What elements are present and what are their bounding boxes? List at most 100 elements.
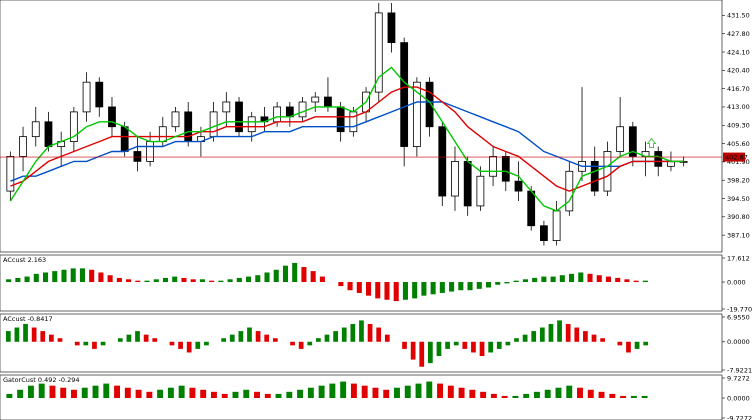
indicator-1-y-axis: 17.612 0.000 -19.770 xyxy=(722,254,752,313)
indicator-panel-ac-1: ACcust 2.163 17.612 0.000 -19.770 xyxy=(0,254,752,313)
price-tick-label: 394.50 xyxy=(727,195,750,203)
candle-body-up xyxy=(273,106,282,123)
indicator-tick-label: 6.9550 xyxy=(727,313,750,321)
candle xyxy=(616,97,625,157)
candle-body-up xyxy=(146,141,154,162)
candle-body-up xyxy=(476,175,485,207)
candle-body-up xyxy=(158,126,167,142)
indicator-panel-2-border xyxy=(0,313,723,373)
candle xyxy=(438,121,447,206)
candle-body-up xyxy=(298,101,307,118)
indicator-panel-gator: GatorCust 0.492 -0.294 9.7272 0.0000 -9.72… xyxy=(0,374,752,420)
candle xyxy=(527,186,536,231)
price-tick-label: 416.70 xyxy=(727,85,750,93)
indicator-2-bars xyxy=(5,320,649,367)
price-tag: 402.87 xyxy=(723,152,748,162)
candle-body-up xyxy=(489,156,497,177)
price-tick-label: 398.20 xyxy=(727,176,750,184)
candle-body-up xyxy=(31,121,40,138)
candle xyxy=(260,106,269,132)
candle xyxy=(31,106,40,147)
indicator-tick-label: 9.7272 xyxy=(727,374,750,382)
candle-body-down xyxy=(527,190,536,227)
moving-averages xyxy=(9,66,684,212)
candle-body-up xyxy=(412,81,421,147)
candle-body-up xyxy=(349,111,358,133)
candle xyxy=(311,92,320,112)
candle xyxy=(19,126,27,172)
candle xyxy=(133,136,142,172)
candle-body-up xyxy=(667,160,675,167)
candle-body-up xyxy=(6,156,15,192)
indicator-2-y-axis: 6.9550 0.0000 -7.9221 xyxy=(722,313,752,374)
candle xyxy=(171,106,180,132)
price-tick-label: 431.50 xyxy=(727,12,750,20)
candle-body-down xyxy=(44,121,53,147)
candle xyxy=(540,220,548,246)
candle-body-down xyxy=(463,160,472,207)
candle-body-down xyxy=(95,81,104,108)
candle-body-down xyxy=(514,180,523,192)
price-panel: 431.50 427.80 424.10 420.40 416.70 413.00 409.… xyxy=(0,0,750,253)
arrow-up-shape xyxy=(646,137,657,148)
candle xyxy=(285,101,294,127)
candle xyxy=(82,72,91,122)
candle-body-up xyxy=(222,101,231,113)
candle-body-up xyxy=(209,111,218,138)
price-tick-label: 420.40 xyxy=(727,67,750,75)
candle xyxy=(108,97,116,137)
candle-body-down xyxy=(628,126,637,157)
candle xyxy=(209,101,218,142)
indicator-panel-3-border xyxy=(0,374,723,420)
candle xyxy=(641,141,650,177)
candle-body-up xyxy=(171,111,180,128)
candle-body-down xyxy=(336,106,345,133)
indicator-1-bars xyxy=(6,262,648,302)
candle xyxy=(476,166,485,211)
price-y-axis: 431.50 427.80 424.10 420.40 416.70 413.00 409.… xyxy=(722,12,750,239)
indicator-3-title: GatorCust 0.492 -0.294 xyxy=(3,376,80,384)
price-tick-label: 390.80 xyxy=(727,213,750,221)
price-tick-label: 401.90 xyxy=(727,158,750,166)
indicator-1-title: ACcust 2.163 xyxy=(3,256,46,264)
candle-body-up xyxy=(311,96,320,103)
candle xyxy=(222,92,231,127)
candle xyxy=(578,87,586,182)
indicator-panel-1-border xyxy=(0,254,723,312)
candle-body-down xyxy=(540,225,548,241)
indicator-3-y-axis: 9.7272 0.0000 -9.7272 xyxy=(722,374,752,420)
candle-body-up xyxy=(19,136,27,157)
buy-arrow-icon xyxy=(646,137,657,148)
candle-body-up xyxy=(451,160,459,197)
candle xyxy=(514,161,523,201)
fast-ma-line xyxy=(9,66,684,212)
candle xyxy=(603,141,612,197)
candle-body-up xyxy=(552,210,561,241)
candle-body-up xyxy=(247,116,256,133)
candle-body-down xyxy=(400,42,409,147)
mid-ma-line xyxy=(10,86,684,192)
candle xyxy=(235,97,243,137)
candle-body-up xyxy=(616,126,625,152)
indicator-tick-label: 17.612 xyxy=(727,254,750,262)
candle-body-down xyxy=(590,160,599,192)
price-tick-label: 409.30 xyxy=(727,122,750,130)
candle xyxy=(69,106,78,152)
candle-body-down xyxy=(120,126,129,152)
candle xyxy=(425,77,434,137)
price-tick-label: 387.10 xyxy=(727,231,750,239)
indicator-3-bars xyxy=(6,381,648,398)
indicator-panel-ac-2: ACcust -0.8417 6.9550 0.0000 -7.9221 xyxy=(0,313,752,374)
price-tag-label: 402.87 xyxy=(725,153,748,161)
candle xyxy=(489,146,497,187)
candle-body-up xyxy=(603,151,612,192)
candle xyxy=(565,161,574,216)
candle xyxy=(298,97,307,122)
indicator-2-title: ACcust -0.8417 xyxy=(3,315,53,323)
candles xyxy=(6,3,688,246)
candle-body-down xyxy=(501,156,510,182)
indicator-tick-label: 0.0000 xyxy=(727,394,750,402)
indicator-tick-label: -9.7272 xyxy=(727,414,752,420)
